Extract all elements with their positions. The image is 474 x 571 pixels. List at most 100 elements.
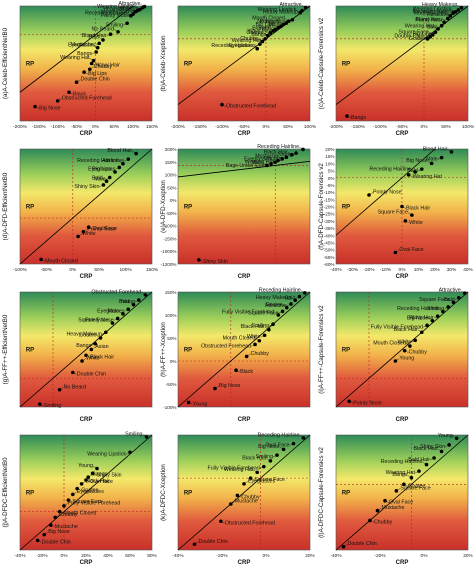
- data-point: [268, 31, 273, 35]
- label-leader: [92, 465, 98, 469]
- x-axis-label: CRP: [396, 131, 409, 137]
- data-point: [459, 5, 464, 10]
- x-tick-label: -150%: [32, 124, 47, 130]
- data-point: [408, 344, 412, 348]
- point-label: Chubby: [264, 156, 283, 162]
- label-leader: [460, 290, 465, 294]
- point-label: Obstructed Forehead: [226, 104, 276, 110]
- x-tick-label: 20%: [463, 553, 473, 559]
- y-tick-label: -1000%: [161, 249, 177, 254]
- y-tick-label: 100%: [165, 173, 177, 178]
- y-tick-label: 0%: [170, 198, 177, 203]
- y-tick-label: -55%: [324, 255, 335, 260]
- y-axis-label: RP: [26, 62, 34, 68]
- data-point: [244, 354, 249, 359]
- label-leader: [125, 452, 131, 455]
- identity-line: [19, 148, 153, 265]
- data-point: [79, 482, 84, 486]
- label-leader: [278, 311, 283, 314]
- label-leader: [346, 115, 352, 119]
- label-leader: [449, 299, 454, 303]
- point-label: Attractive: [439, 288, 461, 294]
- point-label: Wavy Hair: [247, 29, 271, 35]
- x-tick-label: -100%: [373, 124, 388, 130]
- point-label: Mustache: [71, 42, 94, 48]
- label-leader: [428, 32, 433, 36]
- label-leader: [194, 541, 199, 545]
- point-label: Black Hair: [264, 149, 288, 155]
- y-tick-label: 150%: [165, 290, 177, 295]
- label-leader: [255, 338, 260, 341]
- label-leader: [279, 446, 284, 450]
- label-leader: [417, 329, 422, 333]
- point-label: Attractive: [427, 12, 449, 18]
- point-label: White: [398, 339, 412, 345]
- y-axis-label: RP: [26, 205, 34, 211]
- point-label: Bags Under Eyes: [226, 163, 268, 169]
- y-tick-label: -35%: [324, 226, 335, 231]
- point-label: Heavy Makeup: [103, 7, 138, 13]
- x-tick-label: 0%: [69, 267, 77, 273]
- x-tick-label: 0%: [263, 124, 271, 130]
- point-label: Double Chin: [394, 33, 423, 39]
- y-axis-label: RP: [342, 491, 350, 497]
- point-label: Big Nose: [258, 444, 280, 450]
- x-axis-label: CRP: [80, 417, 93, 423]
- x-tick-label: -100%: [51, 124, 66, 130]
- x-tick-label: -50%: [71, 124, 83, 130]
- data-point: [262, 333, 267, 338]
- label-leader: [440, 19, 445, 23]
- label-leader: [135, 6, 141, 10]
- x-axis-label: CRP: [80, 274, 93, 280]
- x-tick-label: 150%: [146, 124, 159, 130]
- label-leader: [291, 297, 296, 301]
- point-label: Big Nose: [48, 529, 70, 535]
- point-label: Male: [107, 308, 119, 314]
- point-label: Pointy Nose: [373, 190, 402, 196]
- point-label: Pointy Nose: [260, 19, 289, 25]
- label-leader: [443, 18, 448, 21]
- point-label: Goatee: [408, 483, 425, 489]
- point-label: Mustache: [381, 505, 404, 511]
- point-label: Mouth Closed: [373, 341, 406, 347]
- label-leader: [422, 461, 427, 465]
- data-point: [410, 213, 414, 217]
- x-tick-label: -20%: [363, 267, 375, 273]
- point-label: Obstructed Forehead: [225, 520, 275, 526]
- x-tick-label: 50%: [441, 124, 451, 130]
- x-tick-label: -40%: [14, 553, 26, 559]
- point-label: Oval Face: [389, 500, 413, 506]
- label-leader: [437, 157, 442, 160]
- y-tick-label: -100%: [163, 224, 176, 229]
- label-leader: [253, 46, 258, 49]
- point-label: Bangs: [92, 472, 107, 478]
- label-leader: [108, 320, 113, 324]
- point-label: Bald Hair: [408, 457, 430, 463]
- label-leader: [278, 156, 283, 160]
- x-axis-label: CRP: [238, 274, 251, 280]
- x-tick-label: 30%: [447, 267, 457, 273]
- label-leader: [92, 51, 97, 55]
- panel-title: (f)A-DFD-Capsule-Forensics v2: [318, 163, 325, 250]
- x-tick-label: 80%: [147, 553, 157, 559]
- label-leader: [63, 503, 69, 507]
- panel-10: Smiling Wearing Lipstick Young Shiny SkinBa…: [2, 431, 158, 566]
- label-leader: [59, 387, 64, 390]
- point-label: Smiling: [252, 323, 269, 329]
- data-point: [62, 504, 66, 508]
- x-tick-label: 100%: [304, 124, 317, 130]
- point-label: Heavy Makeup: [256, 295, 291, 301]
- data-point: [425, 37, 430, 41]
- y-tick-label: 100%: [165, 313, 177, 318]
- point-label: Wearing Hat: [413, 174, 443, 180]
- point-label: Eyeglasses: [229, 43, 256, 49]
- x-tick-label: 0%: [399, 267, 407, 273]
- x-tick-label: 10%: [414, 267, 424, 273]
- label-leader: [44, 532, 49, 535]
- y-tick-label: -15%: [324, 197, 335, 202]
- data-point: [260, 39, 265, 44]
- data-point: [271, 322, 275, 327]
- label-leader: [438, 308, 444, 312]
- point-label: Eyeglasses: [248, 478, 275, 484]
